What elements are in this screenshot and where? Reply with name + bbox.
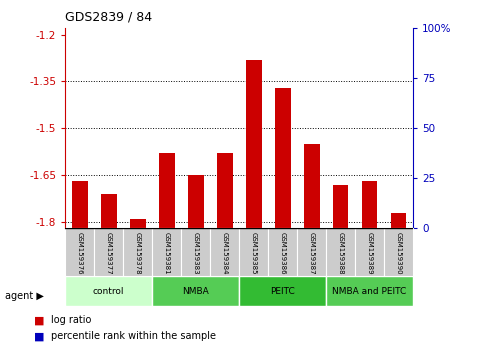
Bar bbox=[65, 228, 94, 276]
Text: GSM159376: GSM159376 bbox=[77, 232, 83, 274]
Bar bbox=[123, 228, 152, 276]
Bar bbox=[326, 276, 413, 306]
Text: PEITC: PEITC bbox=[270, 287, 295, 296]
Bar bbox=[239, 276, 326, 306]
Text: ■: ■ bbox=[34, 315, 44, 325]
Bar bbox=[333, 184, 349, 228]
Text: GSM159386: GSM159386 bbox=[280, 232, 285, 274]
Bar bbox=[391, 213, 407, 228]
Text: ■: ■ bbox=[34, 331, 44, 341]
Text: control: control bbox=[93, 287, 125, 296]
Text: GSM159389: GSM159389 bbox=[367, 232, 372, 274]
Bar bbox=[355, 228, 384, 276]
Bar bbox=[152, 228, 181, 276]
Bar bbox=[297, 228, 326, 276]
Bar bbox=[94, 228, 123, 276]
Bar bbox=[361, 182, 378, 228]
Text: GSM159387: GSM159387 bbox=[309, 232, 314, 274]
Text: GSM159378: GSM159378 bbox=[135, 232, 141, 274]
Bar bbox=[384, 228, 413, 276]
Text: GSM159381: GSM159381 bbox=[164, 232, 170, 274]
Bar bbox=[152, 276, 239, 306]
Text: GSM159388: GSM159388 bbox=[338, 232, 343, 274]
Text: log ratio: log ratio bbox=[51, 315, 91, 325]
Bar bbox=[326, 228, 355, 276]
Bar bbox=[158, 153, 175, 228]
Text: GSM159384: GSM159384 bbox=[222, 232, 227, 274]
Bar bbox=[71, 182, 88, 228]
Bar bbox=[216, 153, 233, 228]
Bar bbox=[239, 228, 268, 276]
Text: GSM159383: GSM159383 bbox=[193, 232, 199, 274]
Bar bbox=[268, 228, 297, 276]
Bar bbox=[101, 194, 117, 228]
Bar bbox=[65, 276, 152, 306]
Text: GSM159385: GSM159385 bbox=[251, 232, 256, 274]
Bar bbox=[181, 228, 210, 276]
Bar bbox=[210, 228, 239, 276]
Bar bbox=[246, 59, 262, 228]
Bar bbox=[304, 144, 320, 228]
Text: NMBA: NMBA bbox=[182, 287, 209, 296]
Text: agent ▶: agent ▶ bbox=[5, 291, 43, 301]
Text: GSM159390: GSM159390 bbox=[396, 232, 401, 274]
Text: percentile rank within the sample: percentile rank within the sample bbox=[51, 331, 216, 341]
Text: GSM159377: GSM159377 bbox=[106, 232, 112, 274]
Bar bbox=[188, 175, 204, 228]
Bar bbox=[275, 88, 291, 228]
Bar bbox=[129, 219, 146, 228]
Text: GDS2839 / 84: GDS2839 / 84 bbox=[65, 10, 152, 23]
Text: NMBA and PEITC: NMBA and PEITC bbox=[332, 287, 407, 296]
